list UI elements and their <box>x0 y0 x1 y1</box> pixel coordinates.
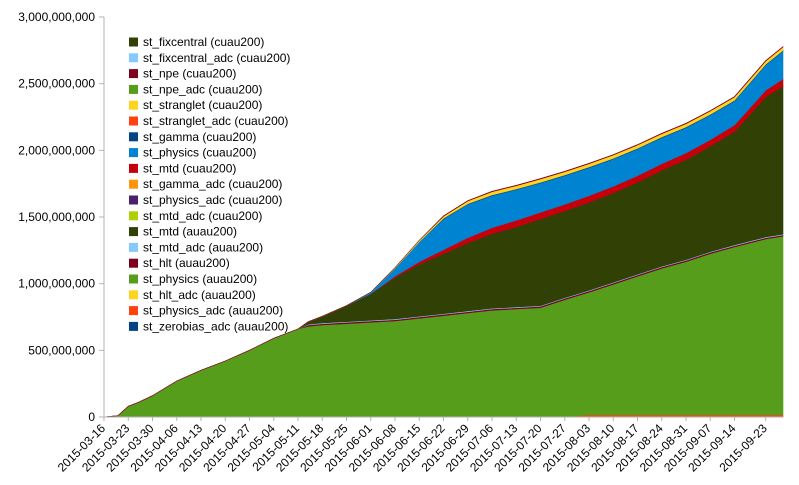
legend-label: st_physics (cuau200) <box>143 146 256 160</box>
legend-swatch <box>129 227 138 237</box>
legend-item: st_physics (cuau200) <box>129 146 256 160</box>
legend-label: st_physics (auau200) <box>143 272 257 286</box>
legend-swatch <box>129 37 138 47</box>
y-tick-label: 2,000,000,000 <box>18 143 95 157</box>
legend-label: st_hlt (auau200) <box>143 256 230 270</box>
area-st-npe-cuau200 <box>103 45 784 418</box>
legend-item: st_mtd (auau200) <box>129 225 237 239</box>
legend-swatch <box>129 53 138 63</box>
legend-item: st_mtd_adc (auau200) <box>129 240 263 254</box>
x-axis: 2015-03-162015-03-232015-03-302015-04-06… <box>55 416 783 475</box>
legend-label: st_fixcentral (cuau200) <box>143 35 264 49</box>
legend-label: st_physics_adc (auau200) <box>143 304 283 318</box>
legend-swatch <box>129 100 138 110</box>
legend-item: st_npe (cuau200) <box>129 67 236 81</box>
legend-label: st_mtd (auau200) <box>143 225 237 239</box>
legend-swatch <box>129 163 138 173</box>
legend-label: st_stranglet_adc (cuau200) <box>143 114 288 128</box>
series-areas <box>103 45 784 418</box>
legend-label: st_npe_adc (cuau200) <box>143 82 262 96</box>
legend-label: st_fixcentral_adc (cuau200) <box>143 51 290 65</box>
y-tick-label: 1,500,000,000 <box>18 210 95 224</box>
y-tick-label: 3,000,000,000 <box>18 10 95 24</box>
legend-item: st_gamma (cuau200) <box>129 130 256 144</box>
legend-item: st_stranglet (cuau200) <box>129 98 262 112</box>
legend: st_fixcentral (cuau200) st_fixcentral_adc… <box>129 35 290 333</box>
y-tick-label: 500,000,000 <box>28 343 95 357</box>
legend-swatch <box>129 306 138 316</box>
legend-swatch <box>129 148 138 158</box>
legend-item: st_physics (auau200) <box>129 272 257 286</box>
y-axis: 0 500,000,000 1,000,000,000 1,500,000,000 2,… <box>18 10 105 424</box>
legend-item: st_stranglet_adc (cuau200) <box>129 114 288 128</box>
legend-swatch <box>129 211 138 221</box>
legend-swatch <box>129 290 138 300</box>
legend-item: st_hlt_adc (auau200) <box>129 288 256 302</box>
legend-item: st_fixcentral_adc (cuau200) <box>129 51 290 65</box>
legend-swatch <box>129 195 138 205</box>
y-tick-label: 0 <box>88 410 95 424</box>
legend-swatch <box>129 132 138 142</box>
legend-item: st_physics_adc (cuau200) <box>129 193 282 207</box>
y-tick-label: 1,000,000,000 <box>18 277 95 291</box>
legend-swatch <box>129 258 138 268</box>
legend-label: st_hlt_adc (auau200) <box>143 288 256 302</box>
legend-item: st_mtd (cuau200) <box>129 161 236 175</box>
legend-item: st_gamma_adc (cuau200) <box>129 177 282 191</box>
legend-item: st_zerobias_adc (auau200) <box>129 319 288 333</box>
legend-swatch <box>129 321 138 331</box>
legend-label: st_stranglet (cuau200) <box>143 98 262 112</box>
legend-item: st_hlt (auau200) <box>129 256 230 270</box>
legend-swatch <box>129 274 138 284</box>
legend-swatch <box>129 242 138 252</box>
legend-label: st_mtd_adc (auau200) <box>143 240 263 254</box>
legend-item: st_mtd_adc (cuau200) <box>129 209 262 223</box>
legend-label: st_npe (cuau200) <box>143 67 236 81</box>
legend-item: st_npe_adc (cuau200) <box>129 82 262 96</box>
legend-label: st_physics_adc (cuau200) <box>143 193 282 207</box>
legend-swatch <box>129 69 138 79</box>
legend-label: st_mtd (cuau200) <box>143 161 236 175</box>
legend-swatch <box>129 179 138 189</box>
legend-label: st_mtd_adc (cuau200) <box>143 209 262 223</box>
legend-label: st_gamma_adc (cuau200) <box>143 177 282 191</box>
legend-label: st_zerobias_adc (auau200) <box>143 319 288 333</box>
legend-swatch <box>129 84 138 94</box>
legend-label: st_gamma (cuau200) <box>143 130 256 144</box>
y-tick-label: 2,500,000,000 <box>18 77 95 91</box>
legend-item: st_physics_adc (auau200) <box>129 304 283 318</box>
legend-item: st_fixcentral (cuau200) <box>129 35 264 49</box>
legend-swatch <box>129 116 138 126</box>
